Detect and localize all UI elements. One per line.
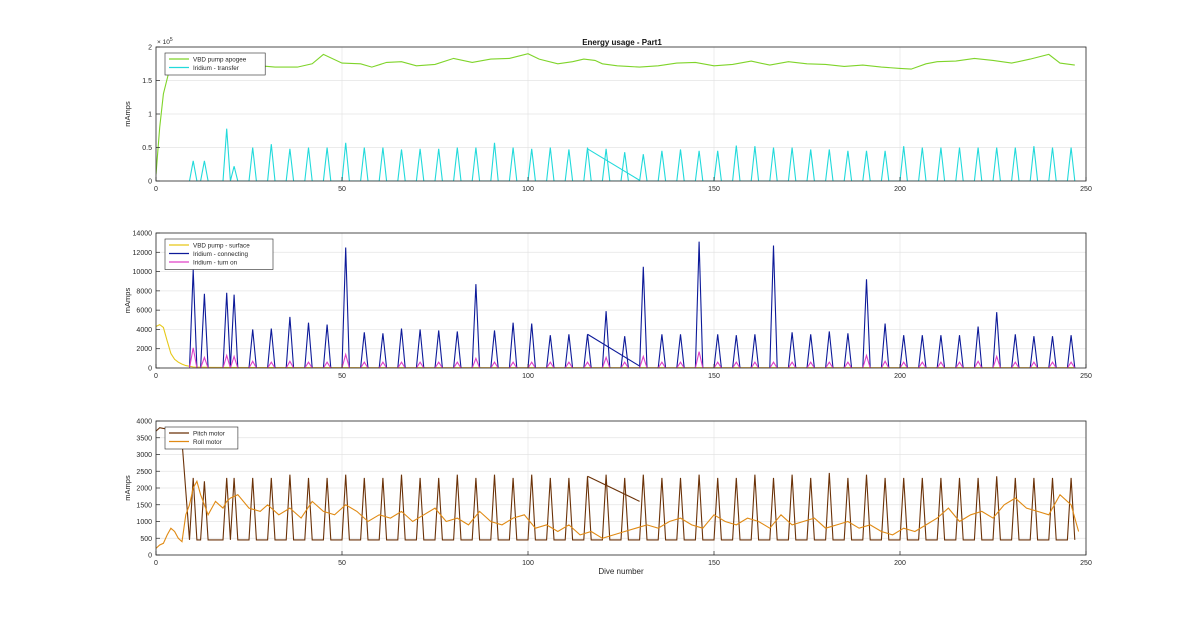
figure-title: Energy usage - Part1	[582, 38, 662, 47]
y-tick-label: 0	[148, 366, 152, 373]
y-tick-label: 14000	[133, 231, 153, 238]
y-tick-label: 4000	[136, 327, 152, 334]
y-axis-label: mAmps	[123, 475, 132, 501]
series-line-iridium-turn-on	[188, 347, 1076, 368]
x-tick-label: 250	[1080, 186, 1092, 193]
chart-panel-1: 0 50 100 150 200 250 0 0.5 1 1.5 2 × 105 mAmps VBD pu…	[123, 37, 1092, 193]
y-tick-label: 0.5	[142, 145, 152, 152]
legend-label: VBD pump apogee	[193, 56, 247, 63]
y-tick-label: 500	[140, 536, 152, 543]
x-tick-label: 150	[708, 560, 720, 567]
series-artifact-iridium-transfer	[587, 148, 640, 181]
y-tick-label: 0	[148, 553, 152, 560]
x-tick-label: 50	[338, 186, 346, 193]
x-tick-label: 200	[894, 560, 906, 567]
x-tick-label: 100	[522, 560, 534, 567]
legend-label: Iridium - transfer	[193, 65, 239, 72]
legend: VBD pump - surface Iridium - connectingIr…	[164, 238, 274, 270]
series-line-roll-motor	[156, 479, 1080, 549]
y-tick-label: 1	[148, 112, 152, 119]
y-tick-label: 2000	[136, 486, 152, 493]
x-tick-label: 0	[154, 560, 158, 567]
chart-panel-2: 0 50 100 150 200 250 0 2000 4000 6000 8000 10000 120…	[123, 231, 1092, 381]
series-artifact-iridium-connecting	[587, 333, 640, 367]
legend-label: VBD pump - surface	[193, 242, 250, 249]
chart-panel-3: 0 50 100 150 200 2500500100015002000250030003…	[123, 419, 1092, 577]
x-tick-label: 0	[154, 186, 158, 193]
y-exponent-label: × 105	[157, 37, 173, 46]
legend: Pitch motor Roll motor	[164, 426, 239, 450]
y-axis-label: mAmps	[123, 288, 132, 314]
exponent-base: × 10	[157, 39, 170, 46]
series-line-pitch-motor	[156, 427, 1076, 541]
y-tick-label: 4000	[136, 419, 152, 426]
x-axis-label: Dive number	[598, 567, 644, 576]
y-tick-label: 2	[148, 45, 152, 52]
plot-area	[156, 233, 1086, 368]
x-tick-label: 100	[522, 186, 534, 193]
y-tick-label: 0	[148, 179, 152, 186]
x-tick-label: 50	[338, 373, 346, 380]
x-tick-label: 100	[522, 373, 534, 380]
y-tick-label: 2500	[136, 469, 152, 476]
y-tick-label: 1.5	[142, 78, 152, 85]
x-tick-label: 0	[154, 373, 158, 380]
legend-label: Iridium - turn on	[193, 259, 238, 266]
y-tick-label: 10000	[133, 269, 153, 276]
legend-label: Roll motor	[193, 439, 222, 446]
y-tick-label: 8000	[136, 288, 152, 295]
x-tick-label: 150	[708, 186, 720, 193]
x-tick-label: 200	[894, 373, 906, 380]
y-tick-label: 6000	[136, 308, 152, 315]
legend-label: Iridium - connecting	[193, 251, 248, 258]
axes-box	[155, 232, 1087, 369]
y-tick-label: 3000	[136, 452, 152, 459]
x-tick-label: 250	[1080, 560, 1092, 567]
y-tick-label: 3500	[136, 435, 152, 442]
y-tick-label: 1000	[136, 519, 152, 526]
y-axis-label: mAmps	[123, 101, 132, 127]
series-artifact-pitch-motor	[587, 475, 640, 502]
y-tick-label: 1500	[136, 502, 152, 509]
x-tick-label: 200	[894, 186, 906, 193]
y-tick-label: 2000	[136, 346, 152, 353]
y-tick-label: 12000	[133, 250, 153, 257]
legend-label: Pitch motor	[193, 430, 225, 437]
legend: VBD pump apogee Iridium - transfer	[164, 52, 266, 76]
series-line-iridium-connecting	[188, 241, 1076, 368]
exponent-power: 5	[170, 37, 173, 43]
legend-box	[164, 52, 266, 76]
legend-box	[164, 238, 274, 270]
x-tick-label: 150	[708, 373, 720, 380]
series-line-iridium-transfer	[188, 128, 1076, 181]
x-tick-label: 50	[338, 560, 346, 567]
x-tick-label: 250	[1080, 373, 1092, 380]
series-line-vbd-pump-apogee	[156, 53, 1075, 175]
